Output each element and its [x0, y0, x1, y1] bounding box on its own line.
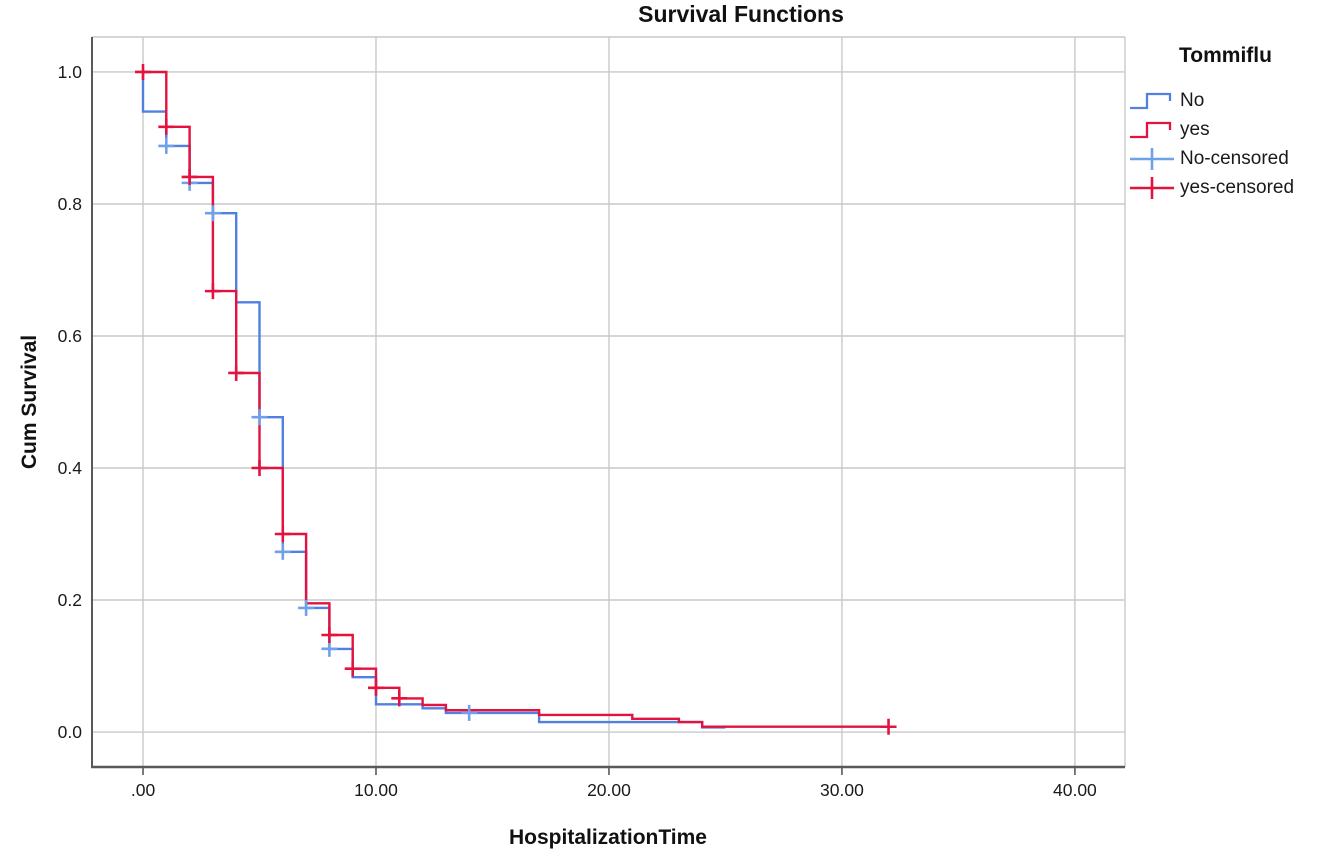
legend-title: Tommiflu [1179, 44, 1272, 67]
svg-text:0.2: 0.2 [58, 590, 82, 610]
x-tick-labels: .00 10.00 20.00 30.00 40.00 [131, 780, 1097, 800]
legend-item-label: yes [1180, 119, 1210, 140]
legend-item-yes: yes [1128, 115, 1323, 144]
legend-item-label: No-censored [1180, 148, 1289, 169]
plot-frame [91, 36, 1126, 769]
censor-plus-icon [1130, 147, 1174, 170]
y-tick-labels: 0.0 0.2 0.4 0.6 0.8 1.0 [58, 62, 83, 742]
svg-text:40.00: 40.00 [1053, 780, 1097, 800]
censor-marks-no-censored [158, 137, 478, 721]
legend-item-label: No [1180, 90, 1205, 111]
svg-text:0.4: 0.4 [58, 458, 83, 478]
svg-text:0.8: 0.8 [58, 194, 82, 214]
svg-text:20.00: 20.00 [587, 780, 631, 800]
legend: Tommiflu No yes No-censored yes-censored [1128, 44, 1323, 202]
legend-item-label: yes-censored [1180, 177, 1295, 198]
y-axis-title: Cum Survival [18, 334, 41, 470]
svg-text:0.0: 0.0 [58, 722, 83, 742]
svg-text:0.6: 0.6 [58, 326, 82, 346]
legend-item-yes-censored: yes-censored [1128, 173, 1323, 202]
gridlines [92, 37, 1125, 767]
censor-marks-yes-censored [135, 63, 897, 735]
step-line-icon [1130, 121, 1172, 138]
censor-plus-icon [1130, 176, 1174, 199]
x-axis-title: HospitalizationTime [509, 826, 707, 849]
legend-item-no: No [1128, 86, 1323, 115]
legend-item-no-censored: No-censored [1128, 144, 1323, 173]
chart-title: Survival Functions [638, 1, 844, 27]
svg-text:1.0: 1.0 [58, 62, 83, 82]
svg-text:10.00: 10.00 [354, 780, 398, 800]
step-line-icon [1130, 92, 1172, 109]
svg-text:.00: .00 [131, 780, 156, 800]
svg-text:30.00: 30.00 [820, 780, 864, 800]
series-line-yes [143, 70, 889, 728]
legend-items: No yes No-censored yes-censored [1128, 86, 1323, 202]
series-line-no [141, 72, 726, 729]
x-tick-marks [142, 768, 1076, 775]
